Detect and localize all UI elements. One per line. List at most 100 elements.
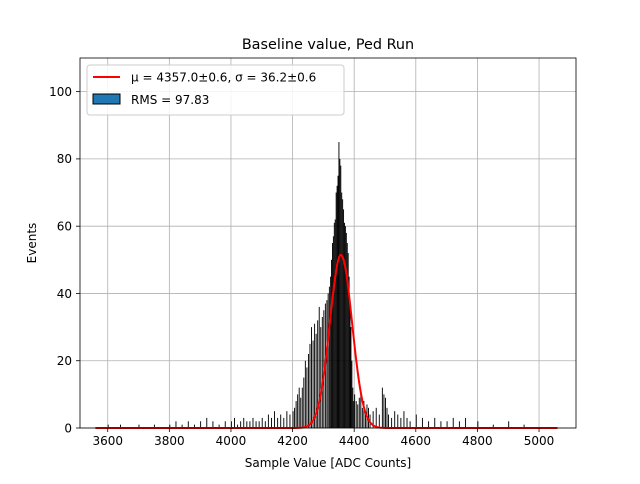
plot-frame [79,57,577,429]
histogram-bar [292,411,294,428]
y-tick-label: 20 [57,354,72,368]
x-tick-label: 4200 [277,434,308,448]
histogram-bars [107,142,525,429]
histogram-bar [338,142,340,428]
histogram-bar [267,414,269,428]
histogram-bar [337,175,339,428]
histogram-bar [477,421,479,428]
histogram-bar [331,259,333,428]
histogram-bar [347,253,349,428]
histogram-bar [381,387,383,428]
histogram-bar [403,411,405,428]
histogram-bar [307,354,309,428]
histogram-bar [344,226,346,428]
x-tick-label: 3800 [154,434,185,448]
y-axis-label: Events [25,223,39,264]
histogram-bar [249,421,251,428]
histogram-bar [252,417,254,428]
histogram-bar [353,401,355,428]
histogram-bar [200,421,202,428]
x-tick-label: 4000 [216,434,247,448]
histogram-bar [363,401,365,428]
legend-rms-label: RMS = 97.83 [131,93,209,107]
y-tick-label: 80 [57,152,72,166]
x-tick-label: 4400 [339,434,370,448]
histogram-bar [120,424,121,428]
histogram-bar [246,421,248,428]
histogram-bar [388,414,389,428]
histogram-bar [332,236,334,428]
histogram-bar [255,421,257,428]
histogram-bar [332,243,333,428]
histogram-bar [193,424,195,428]
x-axis-label: Sample Value [ADC Counts] [245,456,411,470]
histogram-bar [383,394,385,428]
histogram-bar [280,414,282,428]
histogram-bar [406,417,408,428]
histogram-bar [224,421,226,428]
histogram-bar [277,417,279,428]
histogram-bar [348,276,350,428]
histogram-bar [339,158,341,428]
y-tick-label: 60 [57,219,72,233]
histogram-bar [350,327,352,428]
histogram-bar [440,421,442,428]
histogram-bar [360,391,362,428]
histogram-bar [375,407,377,428]
histogram-bar [428,421,430,428]
histogram-bar [345,232,347,428]
histogram-bar [138,424,140,428]
histogram-bar [465,417,467,428]
histogram-bar [283,417,285,428]
histogram-bar [153,424,155,428]
histogram-bar [298,387,300,428]
histogram-bar [361,407,363,428]
y-tick-label: 100 [49,85,72,99]
histogram-bar [243,417,245,428]
histogram-bar [309,343,311,428]
histogram-bar [169,424,171,428]
histogram-bar [294,407,296,428]
histogram-bar [295,401,297,428]
histogram-bar [301,387,303,428]
histogram-bar [391,417,393,428]
y-tick-label: 0 [64,421,72,435]
histogram-bar [446,421,448,428]
histogram-bar [394,411,396,428]
histogram-bar [355,401,357,428]
histogram-bar [107,424,109,428]
legend-histogram-swatch-icon [92,93,121,105]
histogram-bar [400,417,402,428]
histogram-bar [234,417,235,428]
histogram-bar [320,327,322,428]
histogram-bar [357,404,359,428]
histogram-bar [343,209,345,428]
histogram-bar [378,414,380,428]
legend: μ = 4357.0±0.6, σ = 36.2±0.6 RMS = 97.83 [86,64,345,116]
histogram-bar [341,192,343,428]
x-axis-ticks: 3600 3800 4000 4200 4400 4600 4800 5000 [92,428,554,448]
histogram-bar [384,397,386,428]
y-axis-ticks: 0 20 40 60 80 100 [49,85,80,435]
histogram-bar [452,417,454,428]
histogram-bar [311,327,312,428]
y-tick-label: 40 [57,287,72,301]
histogram-bar [372,411,374,428]
histogram-bar [297,394,299,428]
histogram-bar [492,424,494,428]
histogram-bar [306,367,308,428]
histogram-bar [335,192,337,428]
histogram-bar [317,320,319,428]
histogram-bar [271,417,272,428]
histogram-bar [327,293,329,428]
histogram-bar [218,424,220,428]
histogram-bar [300,397,302,428]
histogram-bar [312,340,314,428]
histogram-bar [304,360,306,428]
histogram-bar [340,165,342,429]
histogram-bar [354,394,356,428]
x-tick-label: 4800 [462,434,493,448]
histogram-bar [409,421,411,428]
histogram-bar [314,323,316,428]
histogram-bar [258,421,260,428]
